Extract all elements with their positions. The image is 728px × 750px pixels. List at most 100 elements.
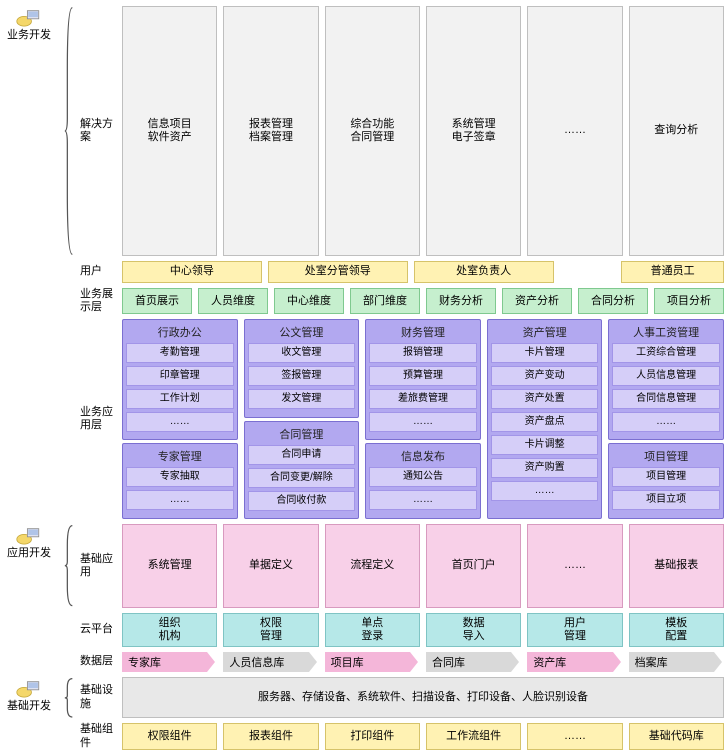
box: 工作流组件 — [426, 723, 521, 749]
panel-header: 资产管理 — [491, 324, 599, 340]
brace — [62, 524, 76, 607]
app-column: 公文管理收文管理签报管理发文管理合同管理合同申请合同变更/解除合同收付款 — [244, 319, 360, 519]
side-cell: 应用开发 — [0, 524, 62, 607]
box: 报销管理 — [369, 343, 477, 363]
panel-header: 人事工资管理 — [612, 324, 720, 340]
datastore-arrow: 合同库 — [426, 652, 511, 672]
box: 工作计划 — [126, 389, 234, 409]
box: 工资综合管理 — [612, 343, 720, 363]
box: 组织机构 — [122, 613, 217, 647]
side-cell: 基础开发 — [0, 677, 62, 719]
box: 打印组件 — [325, 723, 420, 749]
box: 人员信息管理 — [612, 366, 720, 386]
layer-row: 基础开发基础设施服务器、存储设备、系统软件、扫描设备、打印设备、人脸识别设备 — [0, 677, 724, 719]
layer-row: 业务应用层行政办公考勤管理印章管理工作计划……专家管理专家抽取……公文管理收文管… — [0, 319, 724, 519]
side-cell — [0, 319, 62, 519]
app-panel: 公文管理收文管理签报管理发文管理 — [244, 319, 360, 418]
side-cell — [0, 723, 62, 749]
box: 资产处置 — [491, 389, 599, 409]
app-column: 资产管理卡片管理资产变动资产处置资产盘点卡片调整资产购置…… — [487, 319, 603, 519]
box: …… — [527, 524, 622, 607]
brace — [62, 288, 76, 314]
box: 卡片管理 — [491, 343, 599, 363]
box: 中心领导 — [122, 261, 262, 283]
side-cell — [0, 613, 62, 647]
box: 流程定义 — [325, 524, 420, 607]
panel-header: 财务管理 — [369, 324, 477, 340]
row-label: 业务展示层 — [76, 288, 122, 314]
box: 人员维度 — [198, 288, 268, 314]
box: 部门维度 — [350, 288, 420, 314]
brace — [62, 319, 76, 519]
box: 中心维度 — [274, 288, 344, 314]
box: 模板配置 — [629, 613, 724, 647]
box: 项目立项 — [612, 490, 720, 510]
layer-row: 业务开发解决方案信息项目软件资产报表管理档案管理综合功能合同管理系统管理电子签章… — [0, 6, 724, 256]
side-cell — [0, 261, 62, 283]
app-panel: 专家管理专家抽取 …… — [122, 443, 238, 519]
box: 单据定义 — [223, 524, 318, 607]
layer-row: 基础组件权限组件报表组件打印组件工作流组件……基础代码库 — [0, 723, 724, 749]
panel-header: 专家管理 — [126, 448, 234, 464]
panel-header: 行政办公 — [126, 324, 234, 340]
app-column: 行政办公考勤管理印章管理工作计划……专家管理专家抽取…… — [122, 319, 238, 519]
box: 差旅费管理 — [369, 389, 477, 409]
box: 合同申请 — [248, 445, 356, 465]
row-content: 中心领导处室分管领导处室负责人普通员工 — [122, 261, 724, 283]
app-panel: 项目管理项目管理项目立项 — [608, 443, 724, 519]
row-content: 系统管理单据定义流程定义首页门户……基础报表 — [122, 524, 724, 607]
datastore-arrow: 项目库 — [325, 652, 410, 672]
box: 财务分析 — [426, 288, 496, 314]
box: 考勤管理 — [126, 343, 234, 363]
box: 信息项目软件资产 — [122, 6, 217, 256]
box: 发文管理 — [248, 389, 356, 409]
box: 卡片调整 — [491, 435, 599, 455]
row-label: 基础应用 — [76, 524, 122, 607]
row-content: 首页展示人员维度中心维度部门维度财务分析资产分析合同分析项目分析 — [122, 288, 724, 314]
box: 资产购置 — [491, 458, 599, 478]
row-content: 组织机构权限管理单点登录数据导入用户管理模板配置 — [122, 613, 724, 647]
box: 综合功能合同管理 — [325, 6, 420, 256]
box: 专家抽取 — [126, 467, 234, 487]
side-cell — [0, 288, 62, 314]
box: 普通员工 — [621, 261, 724, 283]
box: 系统管理 — [122, 524, 217, 607]
box: 基础代码库 — [629, 723, 724, 749]
brace — [62, 613, 76, 647]
panel-header: 项目管理 — [612, 448, 720, 464]
brace — [62, 723, 76, 749]
box: 处室负责人 — [414, 261, 554, 283]
side-cell: 业务开发 — [0, 6, 62, 256]
box: 服务器、存储设备、系统软件、扫描设备、打印设备、人脸识别设备 — [122, 677, 724, 719]
datastore-arrow: 档案库 — [629, 652, 714, 672]
section-label: 业务开发 — [7, 28, 51, 42]
panel-header: 合同管理 — [248, 426, 356, 442]
app-panel: 人事工资管理工资综合管理人员信息管理合同信息管理…… — [608, 319, 724, 440]
row-label: 业务应用层 — [76, 319, 122, 519]
box: 单点登录 — [325, 613, 420, 647]
box: 系统管理电子签章 — [426, 6, 521, 256]
box: 基础报表 — [629, 524, 724, 607]
brace — [62, 652, 76, 672]
row-label: 基础组件 — [76, 723, 122, 749]
brace — [62, 261, 76, 283]
app-panel: 合同管理合同申请合同变更/解除合同收付款 — [244, 421, 360, 520]
section-label: 应用开发 — [7, 546, 51, 560]
box: 项目管理 — [612, 467, 720, 487]
box: …… — [126, 490, 234, 510]
box: 预算管理 — [369, 366, 477, 386]
app-panel: 行政办公考勤管理印章管理工作计划…… — [122, 319, 238, 440]
row-label: 用户 — [76, 261, 122, 283]
row-content: 行政办公考勤管理印章管理工作计划……专家管理专家抽取……公文管理收文管理签报管理… — [122, 319, 724, 519]
box: 合同收付款 — [248, 491, 356, 511]
box: 签报管理 — [248, 366, 356, 386]
app-column: 财务管理报销管理预算管理差旅费管理……信息发布通知公告…… — [365, 319, 481, 519]
box: 首页门户 — [426, 524, 521, 607]
row-content: 信息项目软件资产报表管理档案管理综合功能合同管理系统管理电子签章……查询分析 — [122, 6, 724, 256]
box: 合同变更/解除 — [248, 468, 356, 488]
box: 通知公告 — [369, 467, 477, 487]
layer-row: 数据层专家库人员信息库项目库合同库资产库档案库 — [0, 652, 724, 672]
brace — [62, 6, 76, 256]
row-content: 权限组件报表组件打印组件工作流组件……基础代码库 — [122, 723, 724, 749]
box: 项目分析 — [654, 288, 724, 314]
